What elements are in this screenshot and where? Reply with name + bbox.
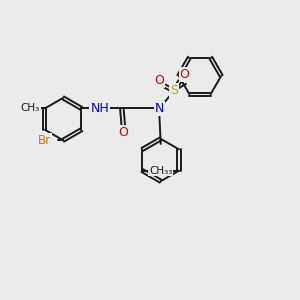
Text: CH₃: CH₃ [20, 103, 40, 113]
Text: O: O [180, 68, 190, 81]
Text: O: O [118, 125, 128, 139]
Text: O: O [154, 74, 164, 87]
Text: CH₃: CH₃ [153, 166, 172, 176]
Text: Br: Br [38, 134, 51, 147]
Text: CH₃: CH₃ [149, 166, 168, 176]
Text: S: S [170, 84, 178, 98]
Text: NH: NH [90, 102, 109, 115]
Text: N: N [154, 102, 164, 115]
